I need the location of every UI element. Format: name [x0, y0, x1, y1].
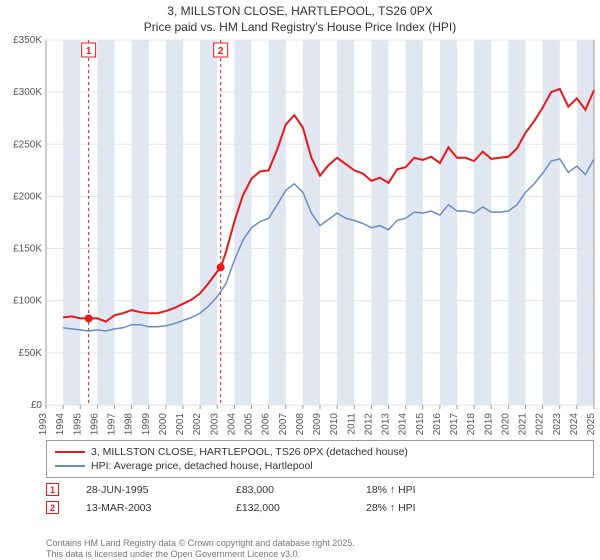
- svg-text:2012: 2012: [363, 413, 374, 436]
- svg-text:2019: 2019: [483, 413, 494, 436]
- svg-text:1993: 1993: [38, 413, 49, 436]
- svg-text:1998: 1998: [124, 413, 135, 436]
- svg-text:2009: 2009: [312, 413, 323, 436]
- svg-text:2017: 2017: [449, 413, 460, 436]
- svg-text:£0: £0: [31, 400, 43, 411]
- svg-text:2015: 2015: [415, 413, 426, 436]
- legend-row: 3, MILLSTON CLOSE, HARTLEPOOL, TS26 0PX …: [55, 445, 585, 459]
- svg-text:2006: 2006: [261, 413, 272, 436]
- legend-and-sales: 3, MILLSTON CLOSE, HARTLEPOOL, TS26 0PX …: [46, 440, 594, 514]
- attribution: Contains HM Land Registry data © Crown c…: [46, 538, 355, 560]
- svg-text:2000: 2000: [158, 413, 169, 436]
- svg-text:2008: 2008: [295, 413, 306, 436]
- svg-text:2022: 2022: [535, 413, 546, 436]
- attribution-line-2: This data is licensed under the Open Gov…: [46, 549, 355, 560]
- sale-price: £83,000: [236, 484, 366, 496]
- svg-text:1996: 1996: [89, 413, 100, 436]
- svg-text:1999: 1999: [141, 413, 152, 436]
- svg-text:1995: 1995: [72, 413, 83, 436]
- attribution-line-1: Contains HM Land Registry data © Crown c…: [46, 538, 355, 549]
- legend-label: 3, MILLSTON CLOSE, HARTLEPOOL, TS26 0PX …: [91, 446, 408, 458]
- svg-text:2025: 2025: [586, 413, 597, 436]
- legend-frame: 3, MILLSTON CLOSE, HARTLEPOOL, TS26 0PX …: [46, 440, 594, 478]
- svg-text:£50K: £50K: [19, 348, 43, 359]
- sale-date: 28-JUN-1995: [86, 484, 236, 496]
- legend-swatch: [55, 465, 85, 467]
- svg-text:2024: 2024: [569, 413, 580, 436]
- svg-text:2005: 2005: [244, 413, 255, 436]
- sale-change: 18% ↑ HPI: [366, 484, 496, 496]
- svg-text:2004: 2004: [226, 413, 237, 436]
- sale-row: 2 13-MAR-2003£132,00028% ↑ HPI: [46, 496, 594, 514]
- svg-text:2018: 2018: [466, 413, 477, 436]
- svg-text:£200K: £200K: [13, 191, 42, 202]
- svg-text:2023: 2023: [552, 413, 563, 436]
- svg-text:2007: 2007: [278, 413, 289, 436]
- svg-text:£250K: £250K: [13, 139, 42, 150]
- sale-date: 13-MAR-2003: [86, 502, 236, 514]
- svg-text:£350K: £350K: [13, 35, 42, 46]
- legend-label: HPI: Average price, detached house, Hart…: [91, 460, 313, 472]
- svg-text:2011: 2011: [346, 413, 357, 435]
- svg-text:2021: 2021: [518, 413, 529, 436]
- svg-text:2002: 2002: [192, 413, 203, 436]
- svg-text:2014: 2014: [398, 413, 409, 436]
- svg-text:2001: 2001: [175, 413, 186, 436]
- legend-row: HPI: Average price, detached house, Hart…: [55, 459, 585, 473]
- sale-row: 1 28-JUN-1995£83,00018% ↑ HPI: [46, 478, 594, 496]
- svg-text:2010: 2010: [329, 413, 340, 436]
- svg-text:2003: 2003: [209, 413, 220, 436]
- svg-text:1: 1: [86, 46, 92, 57]
- legend-swatch: [55, 451, 85, 453]
- svg-text:1994: 1994: [55, 413, 66, 436]
- sale-marker-icon: 2: [46, 501, 59, 514]
- sale-price: £132,000: [236, 502, 366, 514]
- svg-text:£150K: £150K: [13, 244, 42, 255]
- svg-text:2013: 2013: [381, 413, 392, 436]
- svg-text:£300K: £300K: [13, 87, 42, 98]
- svg-text:1997: 1997: [107, 413, 118, 436]
- svg-text:2020: 2020: [500, 413, 511, 436]
- sale-marker-icon: 1: [46, 483, 59, 496]
- sales-list: 1 28-JUN-1995£83,00018% ↑ HPI 2 13-MAR-2003…: [46, 478, 594, 514]
- line-chart: £0 £50K £100K £150K £200K £250K £300K £350K 1993…: [0, 0, 600, 440]
- svg-text:£100K: £100K: [13, 296, 42, 307]
- sale-change: 28% ↑ HPI: [366, 502, 496, 514]
- svg-text:2016: 2016: [432, 413, 443, 436]
- svg-text:2: 2: [218, 46, 224, 57]
